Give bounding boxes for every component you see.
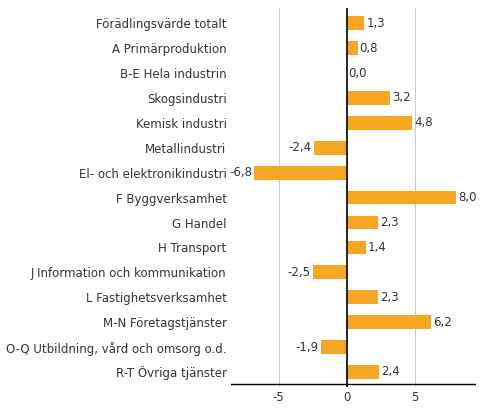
Text: 3,2: 3,2: [392, 92, 411, 104]
Text: 2,3: 2,3: [380, 291, 399, 304]
Bar: [347, 91, 390, 105]
Bar: [347, 116, 412, 130]
Text: -6,8: -6,8: [229, 166, 252, 179]
Bar: [347, 191, 456, 204]
Bar: [347, 215, 378, 229]
Text: 2,3: 2,3: [380, 216, 399, 229]
Text: 4,8: 4,8: [414, 116, 433, 129]
Bar: [254, 166, 347, 180]
Text: 6,2: 6,2: [433, 316, 452, 329]
Bar: [314, 141, 347, 155]
Bar: [347, 315, 431, 329]
Bar: [313, 265, 347, 279]
Text: 0,8: 0,8: [359, 42, 378, 54]
Bar: [347, 290, 378, 304]
Bar: [347, 365, 380, 379]
Bar: [347, 240, 366, 254]
Text: -1,9: -1,9: [296, 341, 319, 354]
Bar: [321, 340, 347, 354]
Text: -2,5: -2,5: [288, 266, 310, 279]
Text: 0,0: 0,0: [349, 67, 367, 79]
Text: 1,3: 1,3: [366, 17, 385, 30]
Text: -2,4: -2,4: [289, 141, 312, 154]
Bar: [347, 16, 364, 30]
Text: 8,0: 8,0: [458, 191, 476, 204]
Text: 2,4: 2,4: [382, 365, 400, 379]
Bar: [347, 41, 357, 55]
Text: 1,4: 1,4: [368, 241, 386, 254]
